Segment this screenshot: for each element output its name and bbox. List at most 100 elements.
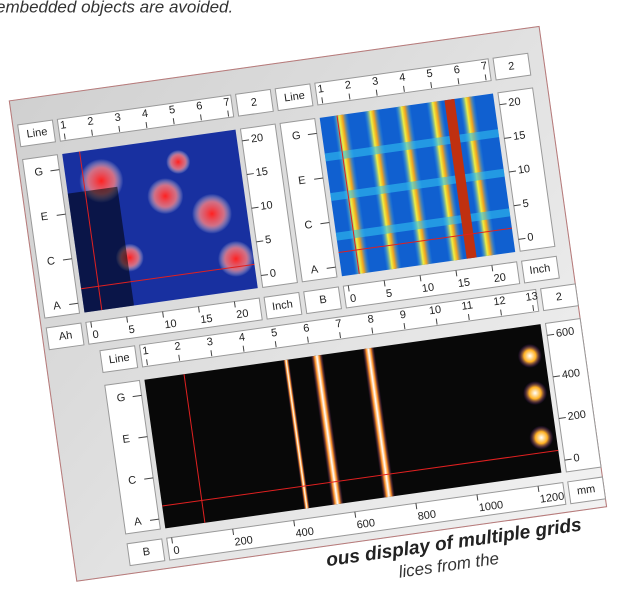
streak [444, 98, 477, 259]
tick-label: 15 [255, 166, 269, 180]
anomaly [529, 425, 554, 450]
tick-mark [172, 118, 175, 125]
tick-mark [138, 436, 148, 439]
tick-mark [307, 132, 317, 136]
tick-label: 4 [238, 331, 246, 344]
tick-mark [260, 274, 269, 277]
tick-label: 1 [142, 345, 150, 358]
tick-mark [532, 304, 535, 312]
tick-mark [375, 89, 378, 96]
tick-mark [347, 285, 350, 292]
tick-label: 10 [164, 318, 178, 332]
tick-mark [178, 354, 181, 361]
tick-label: 4 [399, 71, 407, 84]
ruler [45, 322, 85, 351]
tick-mark [371, 327, 374, 334]
tick-mark [508, 170, 517, 173]
tick-label: C [46, 255, 56, 268]
tick-mark [91, 129, 93, 136]
tick-label: 15 [512, 129, 526, 143]
tick-label: 200 [234, 534, 254, 548]
tick-mark [210, 350, 213, 357]
tick-label: A [53, 300, 63, 313]
ruler-label: B [319, 294, 328, 307]
tick-label: 0 [173, 545, 181, 558]
tick-mark [348, 93, 351, 100]
tick-label: A [310, 263, 320, 276]
tick-label: 6 [453, 64, 461, 77]
tick-mark [455, 270, 458, 277]
tick-label: 200 [567, 409, 587, 423]
ruler-label: Ah [58, 329, 73, 343]
tick-mark [62, 258, 72, 261]
crosshair [81, 263, 255, 290]
tick-mark [321, 97, 324, 104]
tick-label: G [34, 166, 44, 179]
tick-mark [326, 266, 336, 269]
tick-label: 20 [508, 96, 522, 110]
anomaly [166, 149, 191, 174]
tick-label: C [304, 219, 314, 232]
tick-mark [242, 345, 245, 352]
tick-label: 12 [493, 295, 507, 309]
ruler [99, 345, 139, 374]
tick-mark [339, 332, 342, 339]
tick-label: 1200 [539, 490, 565, 505]
grid-image [319, 93, 516, 277]
grid-image [144, 324, 562, 529]
tick-label: 5 [270, 327, 278, 340]
tick-label: 3 [371, 75, 379, 88]
tick-mark [233, 301, 236, 308]
crosshair [336, 115, 360, 274]
ruler-label: Line [26, 126, 48, 141]
tick-mark [307, 336, 309, 343]
tick-label: 6 [196, 100, 204, 113]
ruler-label: Inch [529, 262, 551, 277]
ruler [492, 52, 532, 81]
tick-mark [232, 528, 235, 535]
tick-mark [403, 323, 406, 330]
ruler [56, 94, 235, 142]
tick-label: 3 [206, 336, 214, 349]
tick-label: 5 [522, 198, 530, 211]
tick-label: 11 [461, 299, 474, 312]
tick-mark [56, 213, 66, 216]
tick-label: A [133, 515, 143, 528]
tick-label: 10 [428, 304, 442, 318]
grid-image [62, 129, 258, 313]
tick-label: 7 [480, 60, 488, 73]
tick-label: 2 [87, 115, 95, 128]
tick-mark [246, 173, 254, 176]
tick-label: 1 [317, 83, 325, 96]
tick-mark [491, 265, 494, 272]
tick-mark [558, 417, 566, 419]
tick-mark [256, 240, 264, 243]
anomaly [517, 343, 542, 368]
tick-mark [552, 375, 561, 378]
tick-label: C [128, 474, 138, 487]
tick-mark [500, 309, 502, 316]
grid-window: ous display of multiple grids lices from… [8, 25, 608, 582]
ruler [263, 291, 303, 320]
tick-mark [293, 520, 296, 527]
tick-mark [499, 103, 507, 106]
tick-label: 20 [236, 308, 250, 322]
tick-mark [419, 275, 422, 282]
tick-mark [251, 206, 259, 209]
tick-mark [484, 74, 487, 81]
tick-label: 1000 [478, 499, 504, 514]
tick-label: E [122, 433, 131, 446]
tick-label: 0 [92, 329, 100, 342]
tick-mark [513, 204, 521, 207]
tick-mark [227, 110, 230, 117]
ruler-label: Inch [271, 298, 293, 313]
crosshair [338, 227, 512, 254]
tick-mark [149, 518, 160, 521]
crosshair [183, 374, 206, 523]
tick-mark [126, 316, 129, 323]
tick-label: 10 [260, 199, 274, 213]
tick-mark [146, 359, 148, 366]
tick-label: 800 [417, 508, 437, 522]
tick-label: 400 [561, 367, 581, 381]
tick-label: 20 [250, 132, 264, 146]
